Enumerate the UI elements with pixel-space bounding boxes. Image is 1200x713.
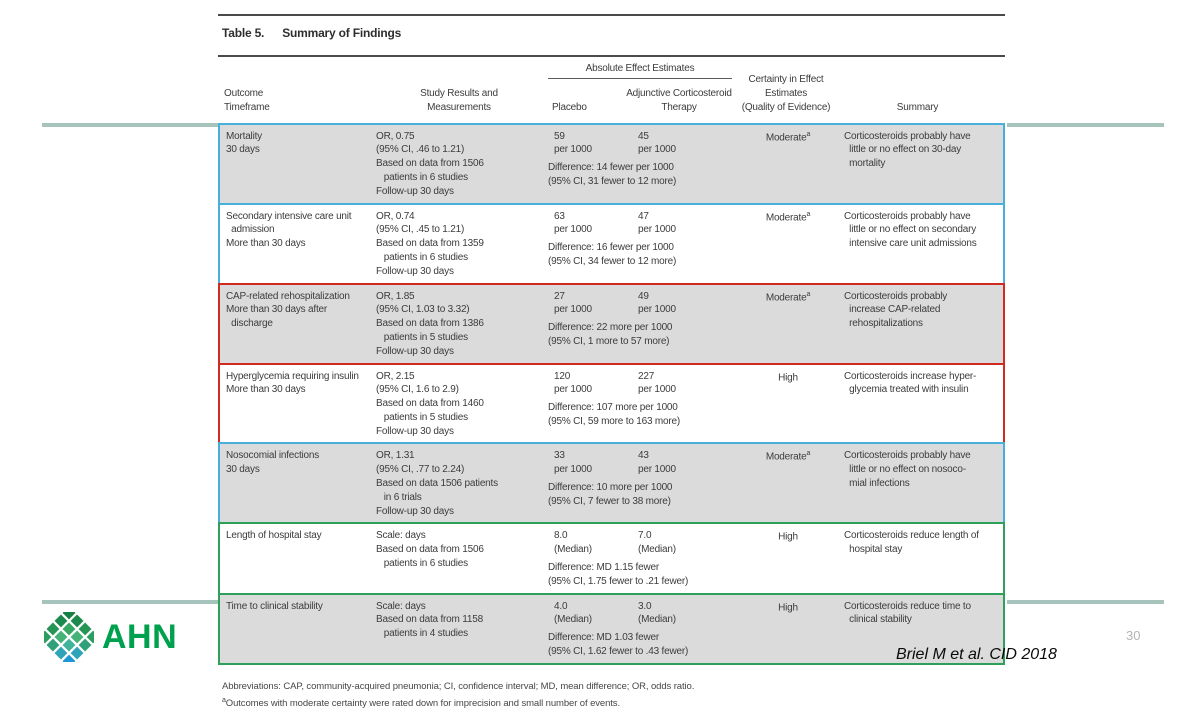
difference-text: Difference: 10 more per 1000 (95% CI, 7 …: [548, 482, 673, 507]
summary-of-findings-table: Table 5. Summary of Findings Outcome Time…: [218, 14, 1005, 713]
column-header-study-results: Study Results and Measurements: [420, 87, 498, 113]
slide: { "slide": { "page_number": "30", "citat…: [42, 14, 1164, 710]
corticosteroid-value: 43 per 1000: [638, 450, 676, 476]
placebo-value: 33 per 1000: [554, 450, 592, 476]
summary-cell: Corticosteroids reduce time to clinical …: [844, 600, 971, 626]
ahn-diamond-icon: [44, 612, 94, 662]
table-row-hyperglycemia: Hyperglycemia requiring insulin More tha…: [218, 362, 1005, 445]
column-header-outcome: Outcome Timeframe: [224, 87, 270, 113]
column-header-certainty: Certainty in Effect Estimates (Quality o…: [741, 74, 831, 113]
study-results-cell: OR, 1.85 (95% CI, 1.03 to 3.32) Based on…: [376, 290, 484, 357]
outcome-cell: Time to clinical stability: [226, 600, 323, 612]
corticosteroid-value: 227 per 1000: [638, 370, 676, 396]
table-footnotes: Abbreviations: CAP, community-acquired p…: [222, 679, 1005, 713]
column-header-absolute-effects: Absolute Effect Estimates Placebo Adjunc…: [544, 57, 736, 115]
corticosteroid-value: 47 per 1000: [638, 210, 676, 236]
difference-text: Difference: 16 fewer per 1000 (95% CI, 3…: [548, 242, 677, 267]
effect-estimates-cell: 33 per 1000 43 per 1000 Difference: 10 m…: [546, 449, 738, 518]
effect-estimates-cell: 27 per 1000 49 per 1000 Difference: 22 m…: [546, 290, 738, 359]
certainty-cell: Moderatea: [765, 450, 811, 463]
corticosteroid-value: 3.0 (Median): [638, 600, 676, 626]
study-results-cell: OR, 0.75 (95% CI, .46 to 1.21) Based on …: [376, 130, 484, 197]
study-results-cell: OR, 1.31 (95% CI, .77 to 2.24) Based on …: [376, 450, 498, 517]
column-header-adjunctive-corticosteroid: Adjunctive Corticosteroid Therapy: [626, 87, 732, 113]
table-row-icu-admission: Secondary intensive care unit admission …: [218, 202, 1005, 285]
table-number: Table 5.: [222, 26, 265, 40]
corticosteroid-value: 7.0 (Median): [638, 530, 676, 556]
certainty-cell: High: [778, 601, 798, 613]
effect-estimates-cell: 120 per 1000 227 per 1000 Difference: 10…: [546, 370, 738, 439]
summary-cell: Corticosteroids probably have little or …: [844, 130, 971, 170]
table-title-text: Summary of Findings: [282, 26, 402, 40]
certainty-cell: Moderatea: [765, 210, 811, 223]
placebo-value: 27 per 1000: [554, 290, 592, 316]
summary-cell: Corticosteroids probably increase CAP-re…: [844, 290, 948, 330]
difference-text: Difference: 14 fewer per 1000 (95% CI, 3…: [548, 162, 677, 187]
ahn-wordmark: AHN: [102, 618, 178, 656]
accent-line-bottom-right: [1007, 600, 1164, 604]
difference-text: Difference: 22 more per 1000 (95% CI, 1 …: [548, 322, 673, 347]
effect-estimates-cell: 8.0 (Median) 7.0 (Median) Difference: MD…: [546, 529, 738, 588]
placebo-value: 120 per 1000: [554, 370, 592, 396]
effect-estimates-cell: 59 per 1000 45 per 1000 Difference: 14 f…: [546, 130, 738, 199]
table-title: Table 5. Summary of Findings: [218, 16, 1005, 55]
accent-line-top-right: [1007, 123, 1164, 127]
table-row-rehospitalization: CAP-related rehospitalization More than …: [218, 282, 1005, 365]
absolute-effects-group-label: Absolute Effect Estimates: [585, 62, 695, 74]
study-results-cell: OR, 0.74 (95% CI, .45 to 1.21) Based on …: [376, 210, 484, 277]
effect-estimates-cell: 63 per 1000 47 per 1000 Difference: 16 f…: [546, 210, 738, 279]
table-header-row: Outcome Timeframe Study Results and Meas…: [218, 57, 1005, 123]
outcome-cell: Length of hospital stay: [226, 530, 322, 542]
footnote-abbreviations: Abbreviations: CAP, community-acquired p…: [222, 680, 695, 692]
difference-text: Difference: 107 more per 1000 (95% CI, 5…: [548, 402, 681, 427]
study-results-cell: Scale: days Based on data from 1158 pati…: [376, 600, 483, 640]
page-number: 30: [1126, 628, 1141, 643]
certainty-cell: Moderatea: [765, 290, 811, 303]
footnote-moderate-certainty: aOutcomes with moderate certainty were r…: [222, 697, 620, 710]
study-results-cell: Scale: days Based on data from 1506 pati…: [376, 530, 484, 570]
effect-estimates-cell: 4.0 (Median) 3.0 (Median) Difference: MD…: [546, 600, 738, 659]
certainty-cell: Moderatea: [765, 130, 811, 143]
table-title-rule: [218, 54, 1005, 57]
outcome-cell: Nosocomial infections 30 days: [226, 450, 320, 476]
outcome-cell: CAP-related rehospitalization More than …: [226, 290, 350, 330]
certainty-cell: High: [778, 531, 798, 543]
table-top-rule: [218, 14, 1005, 16]
outcome-cell: Mortality 30 days: [226, 130, 262, 156]
table-row-nosocomial-infections: Nosocomial infections 30 days OR, 1.31 (…: [218, 442, 1005, 525]
summary-cell: Corticosteroids increase hyper- glycemia…: [844, 370, 977, 396]
outcome-cell: Hyperglycemia requiring insulin More tha…: [226, 370, 359, 396]
placebo-value: 8.0 (Median): [554, 530, 592, 556]
column-header-summary: Summary: [896, 101, 939, 113]
difference-text: Difference: MD 1.15 fewer (95% CI, 1.75 …: [548, 562, 689, 587]
corticosteroid-value: 49 per 1000: [638, 290, 676, 316]
citation: Briel M et al. CID 2018: [896, 646, 1057, 663]
accent-line-top-left: [42, 123, 218, 127]
corticosteroid-value: 45 per 1000: [638, 130, 676, 156]
certainty-cell: High: [778, 371, 798, 383]
summary-cell: Corticosteroids probably have little or …: [844, 210, 977, 250]
difference-text: Difference: MD 1.03 fewer (95% CI, 1.62 …: [548, 632, 689, 658]
study-results-cell: OR, 2.15 (95% CI, 1.6 to 2.9) Based on d…: [376, 370, 484, 437]
table-row-hospital-stay: Length of hospital stay Scale: days Base…: [218, 522, 1005, 595]
table-row-mortality: Mortality 30 days OR, 0.75 (95% CI, .46 …: [218, 122, 1005, 205]
placebo-value: 63 per 1000: [554, 210, 592, 236]
placebo-value: 4.0 (Median): [554, 600, 592, 626]
summary-cell: Corticosteroids reduce length of hospita…: [844, 530, 979, 556]
summary-cell: Corticosteroids probably have little or …: [844, 450, 971, 490]
table-row-clinical-stability: Time to clinical stability Scale: days B…: [218, 592, 1005, 665]
placebo-value: 59 per 1000: [554, 130, 592, 156]
accent-line-bottom-left: [42, 600, 218, 604]
column-header-placebo: Placebo: [552, 101, 587, 113]
ahn-logo: AHN: [44, 612, 177, 662]
absolute-effects-underline: [548, 78, 732, 80]
outcome-cell: Secondary intensive care unit admission …: [226, 210, 352, 250]
